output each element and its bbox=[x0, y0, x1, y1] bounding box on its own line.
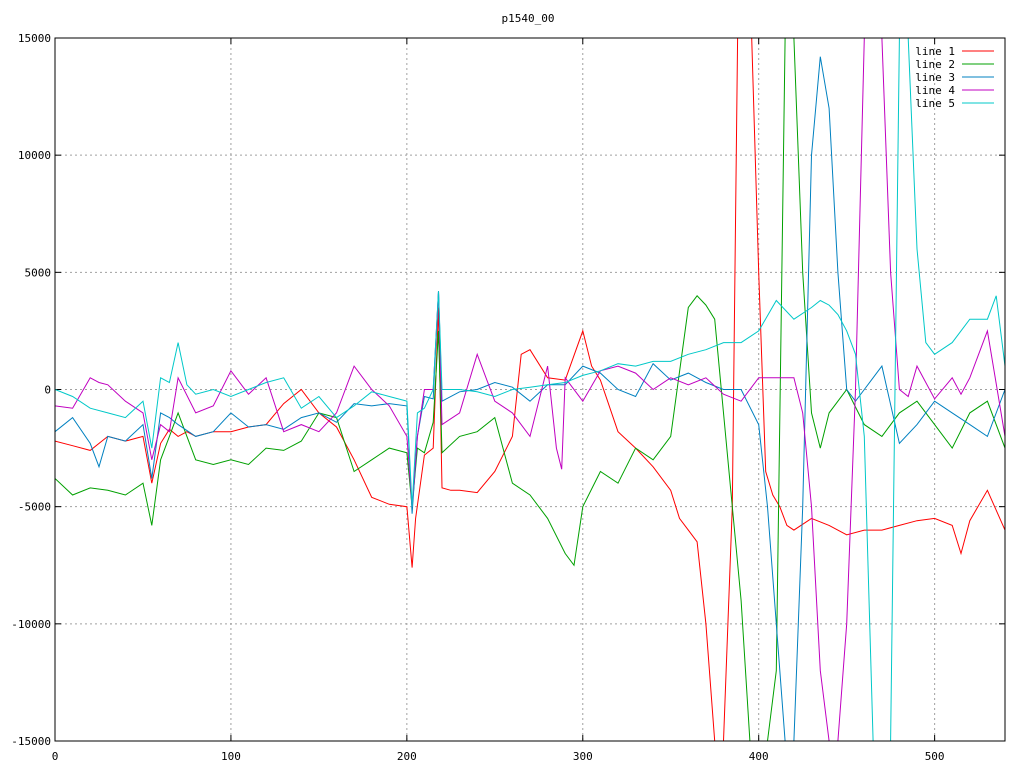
y-tick-label: 0 bbox=[44, 384, 51, 397]
series-lines bbox=[55, 38, 1005, 741]
series-line-5 bbox=[55, 38, 1005, 741]
x-tick-label: 0 bbox=[52, 750, 59, 763]
y-tick-label: -10000 bbox=[11, 618, 51, 631]
legend-label-4: line 4 bbox=[915, 84, 955, 97]
legend-label-5: line 5 bbox=[915, 97, 955, 110]
x-tick-label: 400 bbox=[749, 750, 769, 763]
y-tick-label: 5000 bbox=[25, 266, 52, 279]
plot-frame bbox=[54, 37, 1006, 742]
x-tick-label: 100 bbox=[221, 750, 241, 763]
y-tick-label: 10000 bbox=[18, 149, 51, 162]
y-tick-label: 15000 bbox=[18, 32, 51, 45]
series-line-4 bbox=[55, 38, 1005, 741]
x-tick-label: 500 bbox=[925, 750, 945, 763]
legend-label-3: line 3 bbox=[915, 71, 955, 84]
legend-label-2: line 2 bbox=[915, 58, 955, 71]
chart-title: p1540_00 bbox=[502, 12, 555, 25]
y-tick-label: -15000 bbox=[11, 735, 51, 748]
axis-ticks: 0 100 200 300 400 500 -15000 -10000 -5000 0 5000 10… bbox=[11, 32, 1005, 763]
series-line-2 bbox=[55, 38, 1005, 741]
series-line-1 bbox=[55, 38, 1005, 741]
x-tick-label: 200 bbox=[397, 750, 417, 763]
series-line-3 bbox=[55, 56, 1005, 741]
x-tick-label: 300 bbox=[573, 750, 593, 763]
legend-label-1: line 1 bbox=[915, 45, 955, 58]
y-tick-label: -5000 bbox=[18, 501, 51, 514]
grid-lines bbox=[55, 38, 1005, 741]
